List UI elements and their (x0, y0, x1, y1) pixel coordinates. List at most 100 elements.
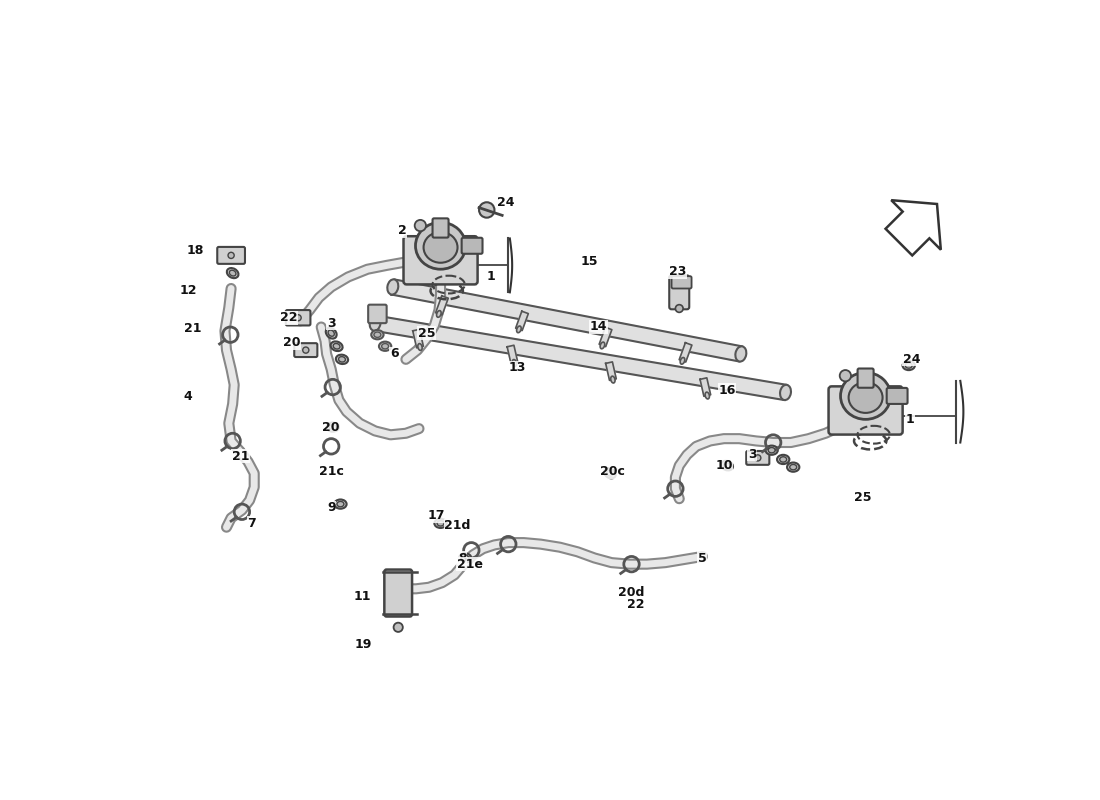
Ellipse shape (724, 463, 730, 468)
Ellipse shape (337, 502, 344, 506)
Text: 1: 1 (906, 413, 914, 426)
Ellipse shape (371, 330, 384, 339)
FancyBboxPatch shape (669, 275, 690, 310)
FancyBboxPatch shape (828, 386, 903, 434)
Polygon shape (374, 315, 786, 400)
Ellipse shape (437, 310, 441, 318)
Ellipse shape (382, 343, 388, 349)
Circle shape (302, 347, 309, 353)
Ellipse shape (848, 382, 882, 413)
Text: 17: 17 (428, 509, 446, 522)
Text: 21e: 21e (456, 558, 483, 570)
Text: 20: 20 (283, 336, 300, 349)
FancyBboxPatch shape (462, 238, 483, 254)
Polygon shape (392, 279, 742, 362)
Text: 6: 6 (390, 347, 398, 361)
Ellipse shape (462, 555, 469, 561)
Ellipse shape (333, 343, 340, 349)
Ellipse shape (334, 499, 346, 509)
Circle shape (755, 455, 761, 461)
Ellipse shape (517, 326, 521, 333)
Ellipse shape (780, 385, 791, 400)
FancyBboxPatch shape (218, 247, 245, 264)
Ellipse shape (418, 344, 422, 350)
Ellipse shape (768, 447, 776, 453)
Text: 3: 3 (748, 447, 757, 461)
Ellipse shape (736, 346, 746, 362)
Ellipse shape (227, 268, 239, 278)
Text: 19: 19 (355, 638, 372, 650)
FancyBboxPatch shape (368, 305, 387, 323)
Text: 24: 24 (903, 353, 921, 366)
Polygon shape (606, 362, 616, 380)
Text: 2: 2 (398, 224, 406, 238)
FancyBboxPatch shape (887, 388, 907, 404)
Ellipse shape (434, 518, 447, 528)
Text: 23: 23 (669, 265, 686, 278)
Ellipse shape (327, 422, 339, 432)
Text: 15: 15 (581, 255, 598, 268)
Text: 8: 8 (458, 551, 466, 565)
Text: 13: 13 (509, 362, 526, 374)
Text: 7: 7 (248, 517, 256, 530)
Ellipse shape (840, 373, 891, 419)
Ellipse shape (329, 425, 337, 430)
Text: 3: 3 (327, 317, 336, 330)
Circle shape (675, 305, 683, 312)
Circle shape (839, 370, 851, 382)
Polygon shape (679, 342, 692, 362)
Text: 21c: 21c (319, 466, 343, 478)
Ellipse shape (328, 330, 334, 336)
Ellipse shape (788, 462, 800, 472)
Text: 25: 25 (418, 326, 436, 340)
FancyBboxPatch shape (404, 236, 477, 285)
Polygon shape (700, 378, 711, 396)
Text: 20d: 20d (618, 586, 645, 599)
Text: 4: 4 (184, 390, 192, 403)
Text: 20c: 20c (600, 466, 625, 478)
FancyBboxPatch shape (858, 369, 873, 388)
Ellipse shape (331, 342, 342, 351)
Text: 18: 18 (187, 243, 205, 257)
Ellipse shape (705, 392, 710, 399)
Text: 10: 10 (715, 459, 733, 472)
Ellipse shape (326, 328, 337, 338)
Ellipse shape (902, 361, 915, 370)
Ellipse shape (416, 222, 465, 270)
Ellipse shape (374, 332, 381, 338)
Text: 22: 22 (280, 311, 298, 324)
Polygon shape (436, 296, 449, 315)
Ellipse shape (459, 554, 472, 562)
Ellipse shape (610, 376, 615, 383)
Text: 16: 16 (718, 384, 736, 397)
Polygon shape (507, 346, 518, 364)
FancyBboxPatch shape (384, 570, 412, 617)
Text: 21d: 21d (444, 519, 471, 532)
Text: 25: 25 (854, 491, 871, 505)
Text: 5: 5 (698, 551, 706, 565)
Text: 12: 12 (179, 283, 197, 297)
Ellipse shape (604, 468, 616, 478)
Ellipse shape (230, 270, 235, 276)
Ellipse shape (780, 457, 786, 462)
Ellipse shape (339, 357, 345, 362)
Ellipse shape (607, 470, 613, 476)
Text: 14: 14 (590, 321, 607, 334)
Ellipse shape (513, 359, 517, 366)
Polygon shape (412, 330, 424, 348)
Ellipse shape (437, 521, 444, 526)
Text: 20: 20 (322, 421, 340, 434)
Ellipse shape (370, 315, 381, 330)
Text: 21: 21 (184, 322, 201, 335)
FancyBboxPatch shape (746, 451, 769, 465)
Text: 22: 22 (627, 598, 645, 610)
Ellipse shape (601, 342, 605, 349)
Polygon shape (516, 311, 528, 330)
FancyBboxPatch shape (671, 276, 692, 289)
Polygon shape (600, 327, 612, 346)
FancyBboxPatch shape (432, 218, 449, 238)
Circle shape (228, 252, 234, 258)
FancyBboxPatch shape (295, 343, 318, 357)
FancyBboxPatch shape (286, 310, 310, 326)
Circle shape (394, 622, 403, 632)
